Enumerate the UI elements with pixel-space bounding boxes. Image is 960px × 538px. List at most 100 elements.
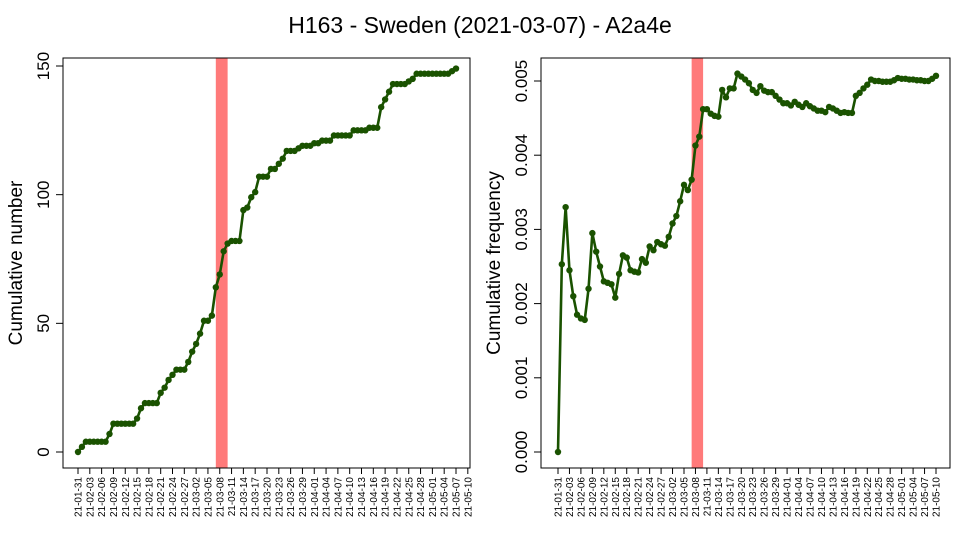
x-tick-label: 21-02-12: [599, 477, 610, 517]
plot-frame: [62, 57, 471, 469]
data-point: [596, 263, 604, 270]
x-tick-label: 21-04-04: [322, 477, 333, 517]
y-tick-label: 0.000: [512, 431, 531, 474]
data-point: [856, 89, 863, 97]
data-point: [74, 448, 82, 456]
data-point: [661, 242, 669, 249]
data-point: [554, 448, 562, 456]
x-tick-label: 21-02-09: [109, 477, 120, 517]
x-tick-label: 21-04-10: [345, 477, 356, 517]
y-tick-label: 0.004: [512, 134, 531, 177]
y-tick-label: 50: [34, 314, 53, 333]
data-point: [730, 85, 737, 92]
data-point: [650, 246, 657, 254]
data-point: [271, 165, 279, 173]
data-point: [722, 94, 730, 101]
data-point: [665, 233, 672, 241]
data-point: [381, 96, 389, 103]
data-point: [745, 80, 753, 87]
data-point: [216, 271, 223, 278]
y-tick-label: 0.002: [512, 282, 531, 325]
plot-frame: [540, 57, 951, 469]
x-tick-label: 21-04-16: [840, 477, 851, 517]
x-tick-label: 21-04-19: [381, 477, 392, 517]
data-point: [346, 132, 353, 139]
data-point: [129, 420, 137, 427]
data-point: [188, 348, 196, 355]
x-tick-label: 21-03-14: [239, 477, 250, 517]
x-tick-label: 21-03-02: [668, 477, 679, 517]
x-tick-label: 21-04-22: [392, 477, 403, 517]
x-tick-label: 21-02-27: [180, 477, 191, 517]
series-line: [76, 67, 457, 453]
x-tick-label: 21-04-25: [874, 477, 885, 517]
x-tick-label: 21-05-10: [932, 477, 943, 517]
data-point: [718, 86, 726, 94]
x-tick-label: 21-04-19: [851, 477, 862, 517]
x-tick-label: 21-04-13: [828, 477, 839, 517]
x-tick-label: 21-02-27: [657, 477, 668, 517]
data-point: [673, 212, 680, 220]
x-tick-label: 21-04-28: [886, 477, 897, 517]
data-point: [615, 270, 623, 278]
x-tick-label: 21-02-24: [645, 477, 656, 517]
y-tick-label: 0.005: [512, 60, 531, 103]
data-point: [676, 198, 684, 205]
x-tick-label: 21-02-15: [611, 477, 622, 517]
y-tick-label: 100: [34, 180, 53, 208]
data-point: [236, 237, 243, 245]
x-tick-label: 21-05-04: [909, 477, 920, 517]
y-tick-label: 150: [34, 52, 53, 80]
x-tick-label: 21-02-03: [85, 477, 96, 517]
x-tick-label: 21-03-17: [725, 477, 736, 517]
data-point: [570, 292, 577, 300]
data-point: [623, 254, 630, 261]
data-point: [715, 113, 722, 120]
data-point: [275, 160, 283, 167]
x-tick-label: 21-01-31: [74, 477, 85, 517]
x-tick-label: 21-02-12: [121, 477, 132, 517]
right-panel: 0.000 0.001 0.002 0.003 0.004 0.005 Cumulative…: [484, 57, 951, 517]
x-tick-label: 21-03-26: [286, 477, 297, 517]
data-point: [822, 108, 829, 116]
x-tick-label: 21-05-10: [463, 477, 474, 517]
x-tick-label: 21-02-06: [576, 477, 587, 517]
data-point: [409, 75, 416, 83]
x-tick-label: 21-03-23: [748, 477, 759, 517]
data-point: [248, 194, 255, 201]
y-tick-label: 0.001: [512, 357, 531, 400]
x-tick-label: 21-04-16: [369, 477, 380, 517]
x-tick-label: 21-03-23: [274, 477, 285, 517]
x-tick-label: 21-02-15: [133, 477, 144, 517]
data-point: [326, 137, 334, 144]
x-tick-label: 21-01-31: [554, 477, 565, 517]
data-point: [106, 430, 113, 438]
x-tick-label: 21-05-07: [452, 477, 463, 517]
data-point: [692, 142, 699, 149]
data-point: [696, 133, 703, 140]
data-point: [251, 188, 259, 196]
x-tick-label: 21-03-26: [760, 477, 771, 517]
x-tick-label: 21-05-01: [897, 477, 908, 517]
data-point: [566, 267, 573, 274]
data-point: [558, 261, 566, 268]
y-tick-label: 0: [34, 447, 53, 456]
x-tick-label: 21-04-28: [416, 477, 427, 517]
x-tick-label: 21-03-08: [215, 477, 226, 517]
x-tick-label: 21-02-06: [97, 477, 108, 517]
x-tick-label: 21-02-09: [588, 477, 599, 517]
y-axis-label: Cumulative number: [6, 180, 27, 345]
data-point: [102, 438, 109, 445]
data-point: [848, 109, 856, 117]
data-point: [608, 281, 615, 288]
data-point: [212, 284, 220, 291]
x-tick-label: 21-03-11: [702, 477, 713, 517]
data-point: [589, 229, 596, 237]
x-tick-label: 21-02-21: [156, 477, 167, 517]
data-point: [165, 376, 172, 384]
data-point: [244, 204, 251, 211]
data-point: [669, 220, 676, 227]
data-point: [452, 65, 460, 72]
